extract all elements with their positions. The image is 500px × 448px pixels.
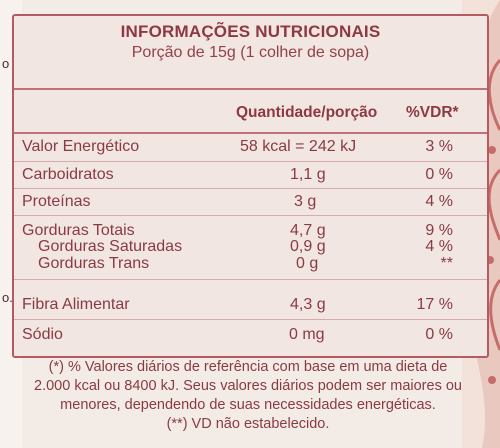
row-vdr-valor-energetico: 3 % (425, 138, 453, 155)
row-vdr-fibra-alimentar: 17 % (416, 296, 453, 313)
footnote: (*) % Valores diários de referência com … (18, 358, 478, 434)
row-label-gorduras-trans: Gorduras Trans (38, 255, 150, 272)
row-value-gorduras-trans: 0 g (296, 255, 319, 272)
footnote-line: (*) % Valores diários de referência com … (48, 359, 448, 375)
row-value-carboidratos: 1,1 g (290, 166, 326, 183)
row-vdr-gorduras-saturadas: 4 % (425, 238, 453, 255)
row-vdr-gorduras-trans: ** (440, 255, 453, 272)
column-header-quantity: Quantidade/porção (236, 104, 378, 121)
table-title: INFORMAÇÕES NUTRICIONAIS (120, 22, 381, 41)
footnote-line: (**) VD não estabelecido. (166, 416, 330, 432)
row-divider (14, 319, 487, 320)
footnote-line: menores, dependendo de suas necessidades… (60, 397, 436, 413)
row-label-fibra-alimentar: Fibra Alimentar (22, 296, 130, 313)
nutrition-facts-table: INFORMAÇÕES NUTRICIONAIS Porção de 15g (… (12, 14, 489, 358)
row-label-valor-energetico: Valor Energético (22, 138, 140, 155)
row-value-proteinas: 3 g (294, 193, 317, 210)
row-divider (14, 279, 487, 280)
row-value-gorduras-saturadas: 0,9 g (290, 238, 326, 255)
row-label-sodio: Sódio (22, 326, 63, 343)
row-value-fibra-alimentar: 4,3 g (290, 296, 326, 313)
row-label-proteinas: Proteínas (22, 193, 91, 210)
left-fragment-text: o (2, 56, 10, 71)
row-vdr-sodio: 0 % (425, 326, 453, 343)
left-fragment-text: o. (2, 290, 13, 305)
row-value-sodio: 0 mg (289, 326, 325, 343)
row-label-carboidratos: Carboidratos (22, 166, 114, 183)
row-divider (14, 161, 487, 162)
row-divider (14, 215, 487, 216)
row-vdr-carboidratos: 0 % (425, 166, 453, 183)
row-label-gorduras-saturadas: Gorduras Saturadas (38, 238, 183, 255)
serving-size: Porção de 15g (1 colher de sopa) (131, 44, 370, 61)
column-header-vdr: %VDR* (406, 104, 459, 121)
row-value-gorduras-totais: 4,7 g (290, 222, 326, 239)
row-value-valor-energetico: 58 kcal = 242 kJ (240, 138, 357, 155)
footnote-line: 2.000 kcal ou 8400 kJ. Seus valores diár… (34, 378, 462, 394)
row-label-gorduras-totais: Gorduras Totais (22, 222, 135, 239)
row-vdr-gorduras-totais: 9 % (425, 222, 453, 239)
row-vdr-proteinas: 4 % (425, 193, 453, 210)
column-header-divider (14, 132, 487, 134)
header-divider (14, 88, 487, 90)
row-divider (14, 188, 487, 189)
